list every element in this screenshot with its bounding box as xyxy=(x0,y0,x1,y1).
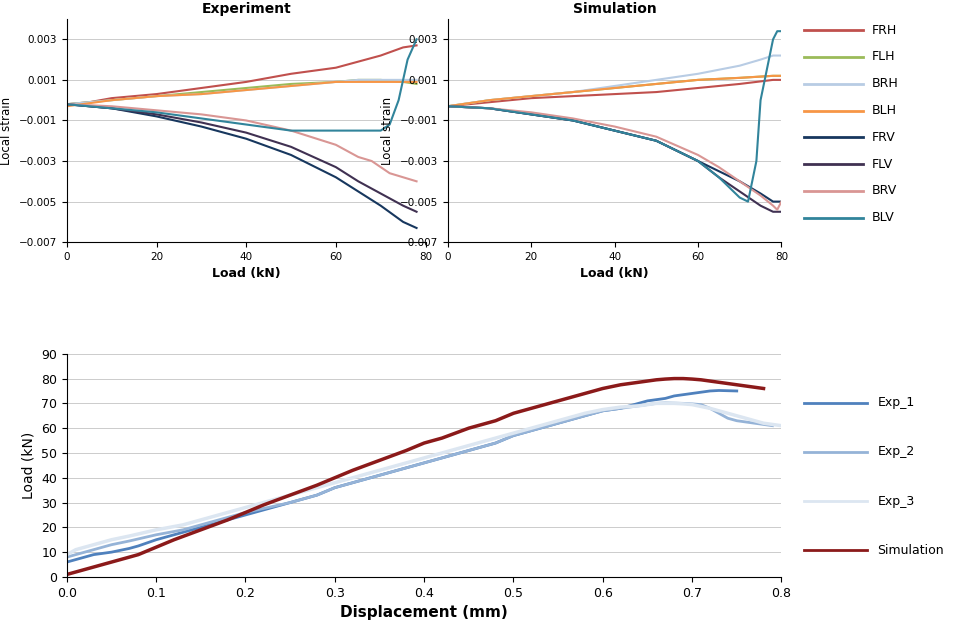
X-axis label: Load (kN): Load (kN) xyxy=(212,268,281,280)
X-axis label: Load (kN): Load (kN) xyxy=(581,268,648,280)
Text: Simulation: Simulation xyxy=(878,544,944,557)
Text: FRV: FRV xyxy=(872,131,896,144)
Title: Experiment: Experiment xyxy=(202,3,291,16)
Text: Exp_3: Exp_3 xyxy=(878,495,915,508)
Text: BRH: BRH xyxy=(872,77,899,90)
Y-axis label: Load (kN): Load (kN) xyxy=(22,432,35,499)
Text: BRV: BRV xyxy=(872,184,897,197)
Text: BLH: BLH xyxy=(872,104,897,117)
Text: Exp_1: Exp_1 xyxy=(878,396,915,410)
Y-axis label: Local strain: Local strain xyxy=(0,96,13,165)
Text: BLV: BLV xyxy=(872,211,895,224)
Text: FRH: FRH xyxy=(872,23,897,37)
Title: Simulation: Simulation xyxy=(573,3,656,16)
Y-axis label: Local strain: Local strain xyxy=(381,96,394,165)
X-axis label: Displacement (mm): Displacement (mm) xyxy=(340,605,508,620)
Text: Exp_2: Exp_2 xyxy=(878,446,915,458)
Text: FLV: FLV xyxy=(872,158,893,171)
Text: FLH: FLH xyxy=(872,51,895,63)
